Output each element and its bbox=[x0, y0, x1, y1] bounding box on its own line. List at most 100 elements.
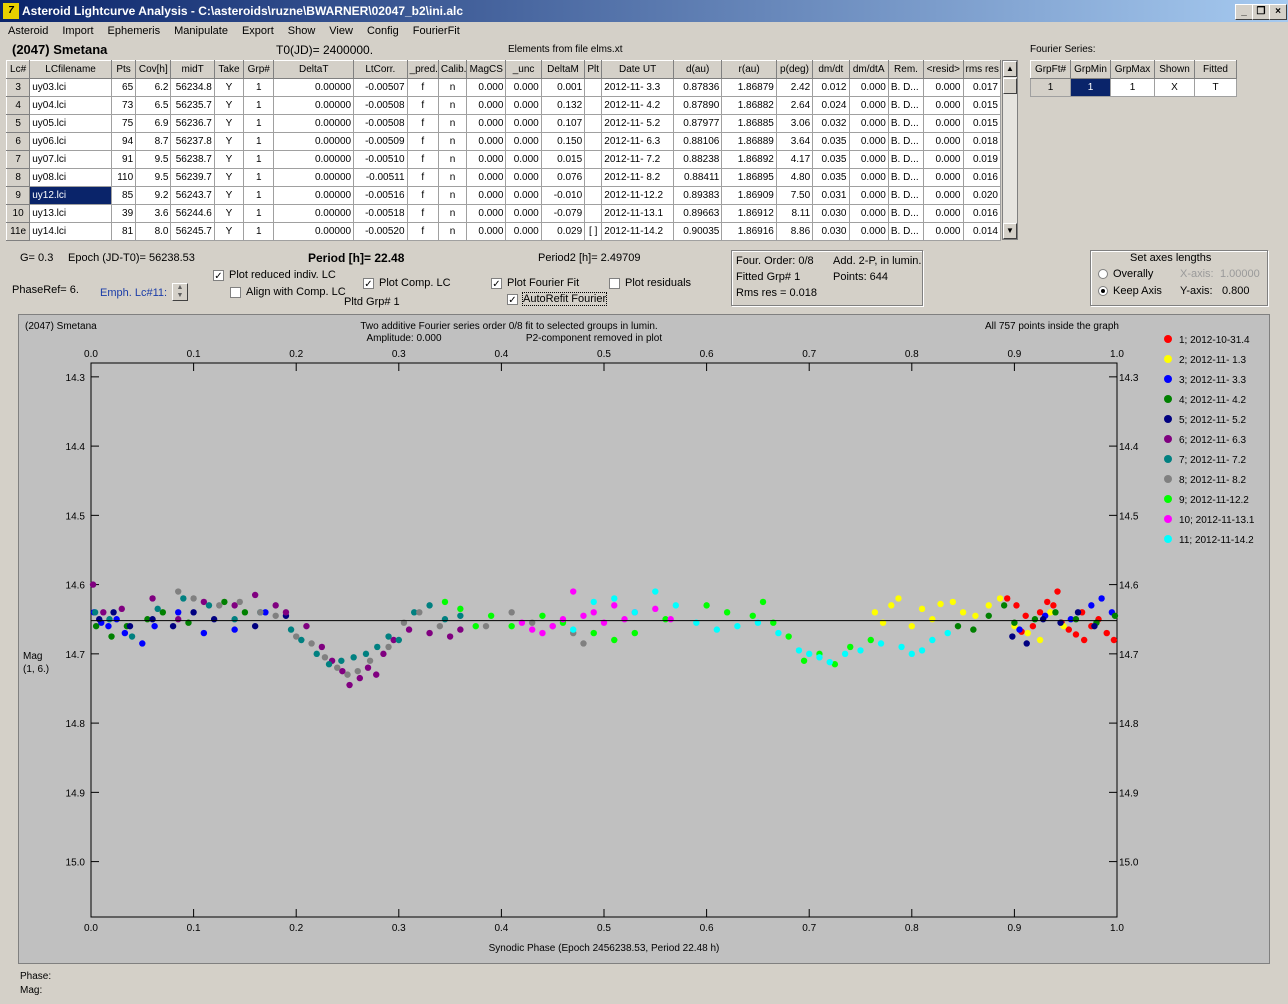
table-cell[interactable]: 0.87890 bbox=[672, 96, 723, 115]
table-cell[interactable]: 6.5 bbox=[135, 96, 172, 115]
table-cell[interactable]: 1 bbox=[243, 132, 275, 151]
table-cell[interactable]: 0.017 bbox=[962, 78, 1001, 97]
emph-lc-spinner[interactable]: ▲ ▼ bbox=[172, 283, 188, 301]
table-cell[interactable]: 1.86895 bbox=[721, 168, 777, 187]
table-cell[interactable]: Y bbox=[213, 132, 245, 151]
column-header[interactable]: rms res bbox=[962, 60, 1001, 79]
table-cell[interactable] bbox=[584, 150, 603, 169]
lightcurve-plot[interactable]: (2047) Smetana Two additive Fourier seri… bbox=[18, 314, 1270, 964]
table-row[interactable]: 3 uy03.lci 65 6.2 56234.8 Y 1 0.00000 -0.00507 f n… bbox=[5, 78, 1001, 97]
column-header[interactable]: _pred. bbox=[406, 60, 439, 79]
x-axis-value[interactable]: 1.00000 bbox=[1220, 268, 1260, 280]
table-cell[interactable]: 0.035 bbox=[812, 150, 850, 169]
plot-fourier-checkbox[interactable]: ✓ Plot Fourier Fit bbox=[491, 277, 580, 290]
table-cell[interactable]: Y bbox=[213, 96, 245, 115]
table-cell[interactable]: 0.000 bbox=[505, 96, 542, 115]
table-cell[interactable]: Y bbox=[213, 222, 245, 241]
restore-icon[interactable]: ❐ bbox=[1252, 4, 1270, 20]
table-cell[interactable] bbox=[584, 168, 603, 187]
close-icon[interactable]: × bbox=[1269, 4, 1287, 20]
table-cell[interactable]: uy12.lci bbox=[29, 186, 112, 205]
table-cell[interactable]: Y bbox=[213, 168, 245, 187]
table-cell[interactable]: 1.86879 bbox=[721, 78, 777, 97]
table-cell[interactable]: f bbox=[406, 168, 439, 187]
table-cell[interactable]: 3.6 bbox=[135, 204, 172, 223]
table-cell[interactable]: 110 bbox=[110, 168, 137, 187]
table-cell[interactable]: 0.88238 bbox=[672, 150, 723, 169]
column-header[interactable]: _unc bbox=[505, 60, 542, 79]
column-header[interactable]: p(deg) bbox=[775, 60, 814, 79]
table-cell[interactable]: 1.86909 bbox=[721, 186, 777, 205]
table-cell[interactable]: B. D... bbox=[887, 222, 925, 241]
table-cell[interactable]: n bbox=[437, 114, 468, 133]
table-cell[interactable]: n bbox=[437, 222, 468, 241]
table-cell[interactable]: 0.000 bbox=[466, 96, 507, 115]
column-header[interactable]: Calib. bbox=[437, 60, 468, 79]
table-cell[interactable]: 8.0 bbox=[135, 222, 172, 241]
checked-icon[interactable]: ✓ bbox=[363, 277, 374, 290]
table-cell[interactable]: 0.000 bbox=[466, 150, 507, 169]
menu-manipulate[interactable]: Manipulate bbox=[174, 25, 228, 37]
table-cell[interactable]: 0.000 bbox=[505, 186, 542, 205]
table-row[interactable]: 4 uy04.lci 73 6.5 56235.7 Y 1 0.00000 -0.00508 f n… bbox=[5, 96, 1001, 115]
table-cell[interactable]: uy04.lci bbox=[29, 96, 112, 115]
radio-on-icon[interactable] bbox=[1098, 286, 1108, 297]
table-cell[interactable]: 85 bbox=[110, 186, 137, 205]
table-cell[interactable]: 1.86882 bbox=[721, 96, 777, 115]
checked-icon[interactable]: ✓ bbox=[213, 269, 224, 282]
table-cell[interactable]: 56243.7 bbox=[170, 186, 215, 205]
table-cell[interactable]: n bbox=[437, 78, 468, 97]
table-cell[interactable]: uy05.lci bbox=[29, 114, 112, 133]
table-cell[interactable]: 0.024 bbox=[812, 96, 850, 115]
table-cell[interactable]: -0.00520 bbox=[353, 222, 408, 241]
table-cell[interactable]: Y bbox=[213, 204, 245, 223]
radio-off-icon[interactable] bbox=[1098, 269, 1108, 280]
column-header[interactable]: Take bbox=[213, 60, 245, 79]
table-cell[interactable]: 0.000 bbox=[848, 114, 889, 133]
period2-value[interactable]: Period2 [h]= 2.49709 bbox=[538, 252, 641, 264]
table-cell[interactable]: 0.00000 bbox=[273, 114, 355, 133]
table-cell[interactable]: 56238.7 bbox=[170, 150, 215, 169]
table-cell[interactable]: 1 bbox=[243, 168, 275, 187]
column-header[interactable]: LtCorr. bbox=[353, 60, 408, 79]
table-cell[interactable]: 0.89663 bbox=[672, 204, 723, 223]
table-cell[interactable]: 1.86889 bbox=[721, 132, 777, 151]
table-cell[interactable]: 1.86912 bbox=[721, 204, 777, 223]
table-cell[interactable]: uy06.lci bbox=[29, 132, 112, 151]
table-cell[interactable]: 2012-11-14.2 bbox=[601, 222, 674, 241]
table-cell[interactable]: 0.020 bbox=[962, 186, 1001, 205]
table-cell[interactable]: 0.000 bbox=[923, 96, 964, 115]
table-cell[interactable]: 0.000 bbox=[466, 204, 507, 223]
table-cell[interactable]: 1.86885 bbox=[721, 114, 777, 133]
table-cell[interactable]: 0.000 bbox=[848, 168, 889, 187]
table-cell[interactable]: 0.000 bbox=[505, 222, 542, 241]
table-cell[interactable]: 0.000 bbox=[505, 78, 542, 97]
fourier-cell[interactable]: 1 bbox=[1110, 78, 1155, 97]
scroll-up-icon[interactable]: ▲ bbox=[1003, 61, 1017, 77]
table-cell[interactable]: -0.00508 bbox=[353, 96, 408, 115]
table-cell[interactable]: 0.016 bbox=[962, 204, 1001, 223]
menu-fourierfit[interactable]: FourierFit bbox=[412, 25, 460, 37]
table-cell[interactable]: n bbox=[437, 204, 468, 223]
table-cell[interactable]: 0.000 bbox=[923, 132, 964, 151]
table-cell[interactable]: 0.000 bbox=[466, 222, 507, 241]
table-cell[interactable]: 0.000 bbox=[848, 78, 889, 97]
table-cell[interactable]: 0.89383 bbox=[672, 186, 723, 205]
period-value[interactable]: Period [h]= 22.48 bbox=[308, 251, 405, 265]
row-number[interactable]: 6 bbox=[5, 132, 31, 151]
table-cell[interactable]: 56244.6 bbox=[170, 204, 215, 223]
fourier-column-header[interactable]: GrpFt# bbox=[1030, 60, 1071, 79]
table-cell[interactable]: 0.87977 bbox=[672, 114, 723, 133]
table-cell[interactable]: 6.2 bbox=[135, 78, 172, 97]
table-cell[interactable] bbox=[584, 204, 603, 223]
fourier-cell[interactable]: X bbox=[1154, 78, 1195, 97]
autorefit-checkbox[interactable]: ✓ AutoRefit Fourier bbox=[507, 292, 608, 306]
table-cell[interactable]: B. D... bbox=[887, 132, 925, 151]
table-cell[interactable]: 2012-11- 4.2 bbox=[601, 96, 674, 115]
table-cell[interactable]: 0.030 bbox=[812, 222, 850, 241]
table-cell[interactable]: n bbox=[437, 186, 468, 205]
table-cell[interactable]: f bbox=[406, 222, 439, 241]
table-cell[interactable]: 1 bbox=[243, 114, 275, 133]
table-cell[interactable]: 91 bbox=[110, 150, 137, 169]
fourier-cell[interactable]: T bbox=[1194, 78, 1237, 97]
